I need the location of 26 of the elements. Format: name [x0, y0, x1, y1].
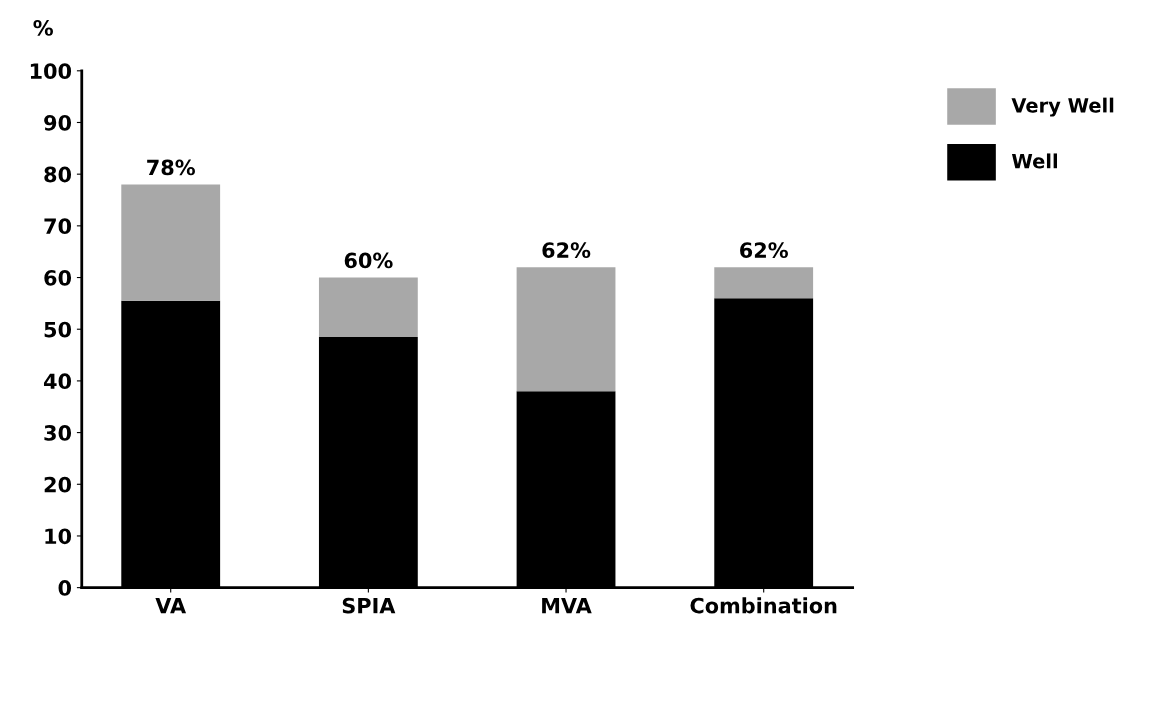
- bar: [516, 267, 616, 392]
- legend-label: Very Well: [1011, 97, 1114, 117]
- y-tick-label: 20: [44, 476, 72, 493]
- total-label: 60%: [344, 252, 393, 269]
- y-tick-label: 100: [30, 63, 72, 80]
- x-tick-label: VA: [155, 598, 187, 614]
- y-tick-label: 10: [45, 528, 72, 545]
- y-tick-label: 70: [44, 218, 72, 235]
- y-tick-label: 40: [43, 373, 72, 390]
- x-tick-label: SPIA: [342, 597, 396, 614]
- y-tick-label: 0: [58, 580, 72, 596]
- y-tick-label: 30: [44, 425, 72, 441]
- y-tick-label: 50: [44, 321, 72, 338]
- total-label: 62%: [542, 242, 591, 258]
- y-tick-label: 60: [44, 269, 72, 286]
- bar: [318, 277, 418, 337]
- bar: [714, 267, 814, 299]
- y-axis-title: %: [33, 19, 53, 36]
- x-tick-label: MVA: [542, 598, 592, 614]
- y-tick-label: 90: [44, 114, 72, 131]
- total-label: 78%: [147, 159, 195, 176]
- bar: [121, 184, 221, 301]
- y-tick-label: 80: [44, 166, 72, 183]
- x-tick-label: Combination: [690, 597, 837, 614]
- legend-label: Well: [1011, 153, 1058, 169]
- total-label: 62%: [740, 242, 788, 258]
